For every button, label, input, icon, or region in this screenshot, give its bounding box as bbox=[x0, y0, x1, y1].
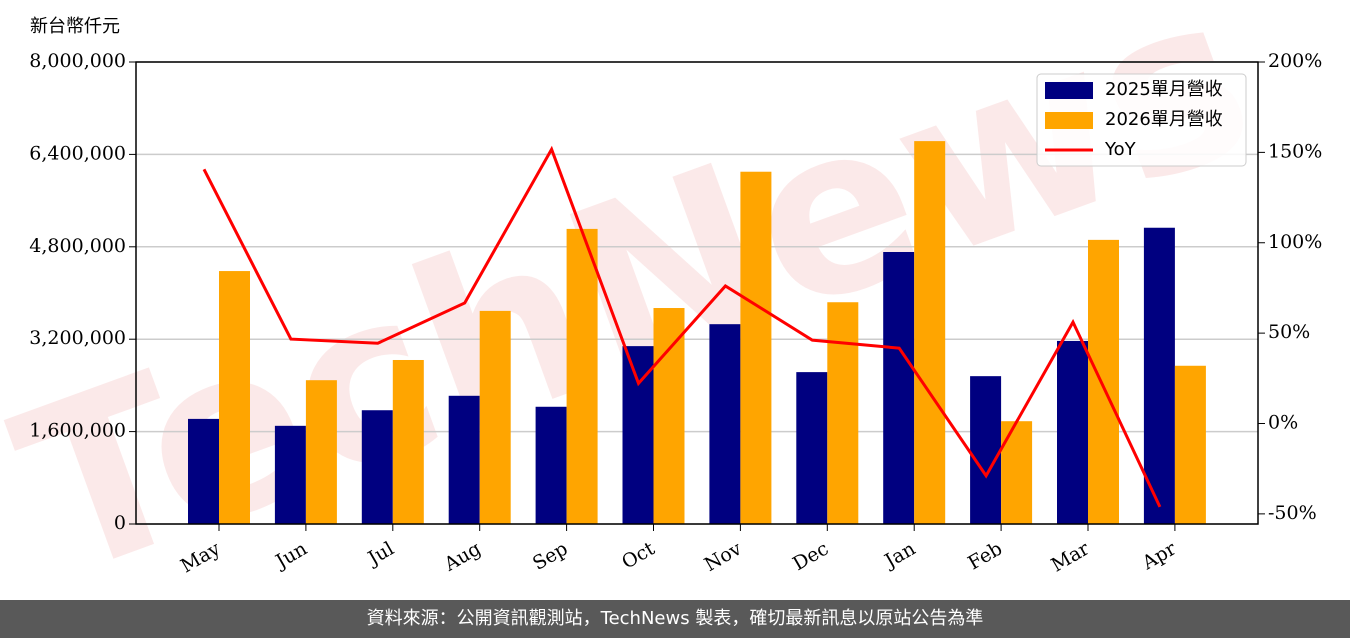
y-axis-label: 新台幣仟元 bbox=[30, 16, 120, 37]
bar bbox=[1057, 340, 1088, 524]
legend-swatch bbox=[1045, 112, 1093, 129]
x-tick-label: Oct bbox=[618, 537, 659, 573]
x-tick-label: Dec bbox=[789, 538, 832, 576]
footer-bar bbox=[0, 600, 1350, 638]
y2-tick-label: 50% bbox=[1268, 321, 1310, 343]
bar bbox=[1174, 365, 1206, 524]
bar bbox=[305, 380, 337, 524]
bar bbox=[1088, 239, 1119, 524]
y-tick-label: 3,200,000 bbox=[29, 327, 126, 349]
bar bbox=[709, 324, 741, 524]
plot-frame bbox=[135, 61, 1259, 525]
bar bbox=[274, 425, 306, 524]
bar bbox=[1143, 227, 1175, 524]
x-tick-label: Jan bbox=[879, 538, 919, 574]
x-tick-label: Apr bbox=[1138, 537, 1181, 574]
bar bbox=[796, 372, 828, 524]
legend-label: YoY bbox=[1104, 139, 1137, 160]
y2-tick-label: 150% bbox=[1268, 140, 1322, 162]
bar bbox=[448, 395, 480, 524]
bar bbox=[392, 359, 424, 524]
bar bbox=[479, 310, 511, 524]
x-tick-label: Aug bbox=[440, 538, 485, 577]
bar bbox=[566, 228, 598, 524]
y2-tick-label: 100% bbox=[1268, 231, 1322, 253]
x-tick-label: Jul bbox=[363, 538, 398, 571]
bar bbox=[361, 410, 393, 524]
bar bbox=[827, 302, 859, 524]
footer-text: 資料來源：公開資訊觀測站，TechNews 製表，確切最新訊息以原站公告為準 bbox=[367, 608, 984, 629]
y2-tick-label: -50% bbox=[1268, 502, 1317, 524]
yoy-line bbox=[202, 145, 1162, 508]
legend-label: 2025單月營收 bbox=[1105, 79, 1223, 100]
x-tick-label: Nov bbox=[701, 537, 746, 576]
bar bbox=[883, 251, 915, 524]
y-tick-label: 6,400,000 bbox=[29, 142, 126, 164]
bar bbox=[653, 308, 685, 524]
bar bbox=[914, 141, 946, 524]
bar bbox=[188, 418, 219, 524]
bar bbox=[970, 376, 1002, 524]
y-tick-label: 4,800,000 bbox=[29, 235, 126, 257]
bar bbox=[1001, 421, 1033, 524]
y-tick-label: 0 bbox=[114, 512, 126, 534]
y-tick-label: 1,600,000 bbox=[29, 420, 126, 442]
y2-tick-label: 200% bbox=[1268, 50, 1322, 72]
legend-swatch bbox=[1045, 82, 1093, 99]
y-tick-label: 8,000,000 bbox=[29, 50, 126, 72]
x-tick-label: Sep bbox=[529, 538, 572, 575]
bar bbox=[535, 406, 567, 524]
bar bbox=[219, 271, 250, 524]
x-tick-label: Mar bbox=[1047, 537, 1093, 576]
bar bbox=[622, 346, 654, 524]
legend-label: 2026單月營收 bbox=[1105, 109, 1223, 130]
x-tick-label: Feb bbox=[964, 538, 1006, 575]
y2-tick-label: 0% bbox=[1268, 412, 1298, 434]
bar bbox=[740, 171, 772, 524]
